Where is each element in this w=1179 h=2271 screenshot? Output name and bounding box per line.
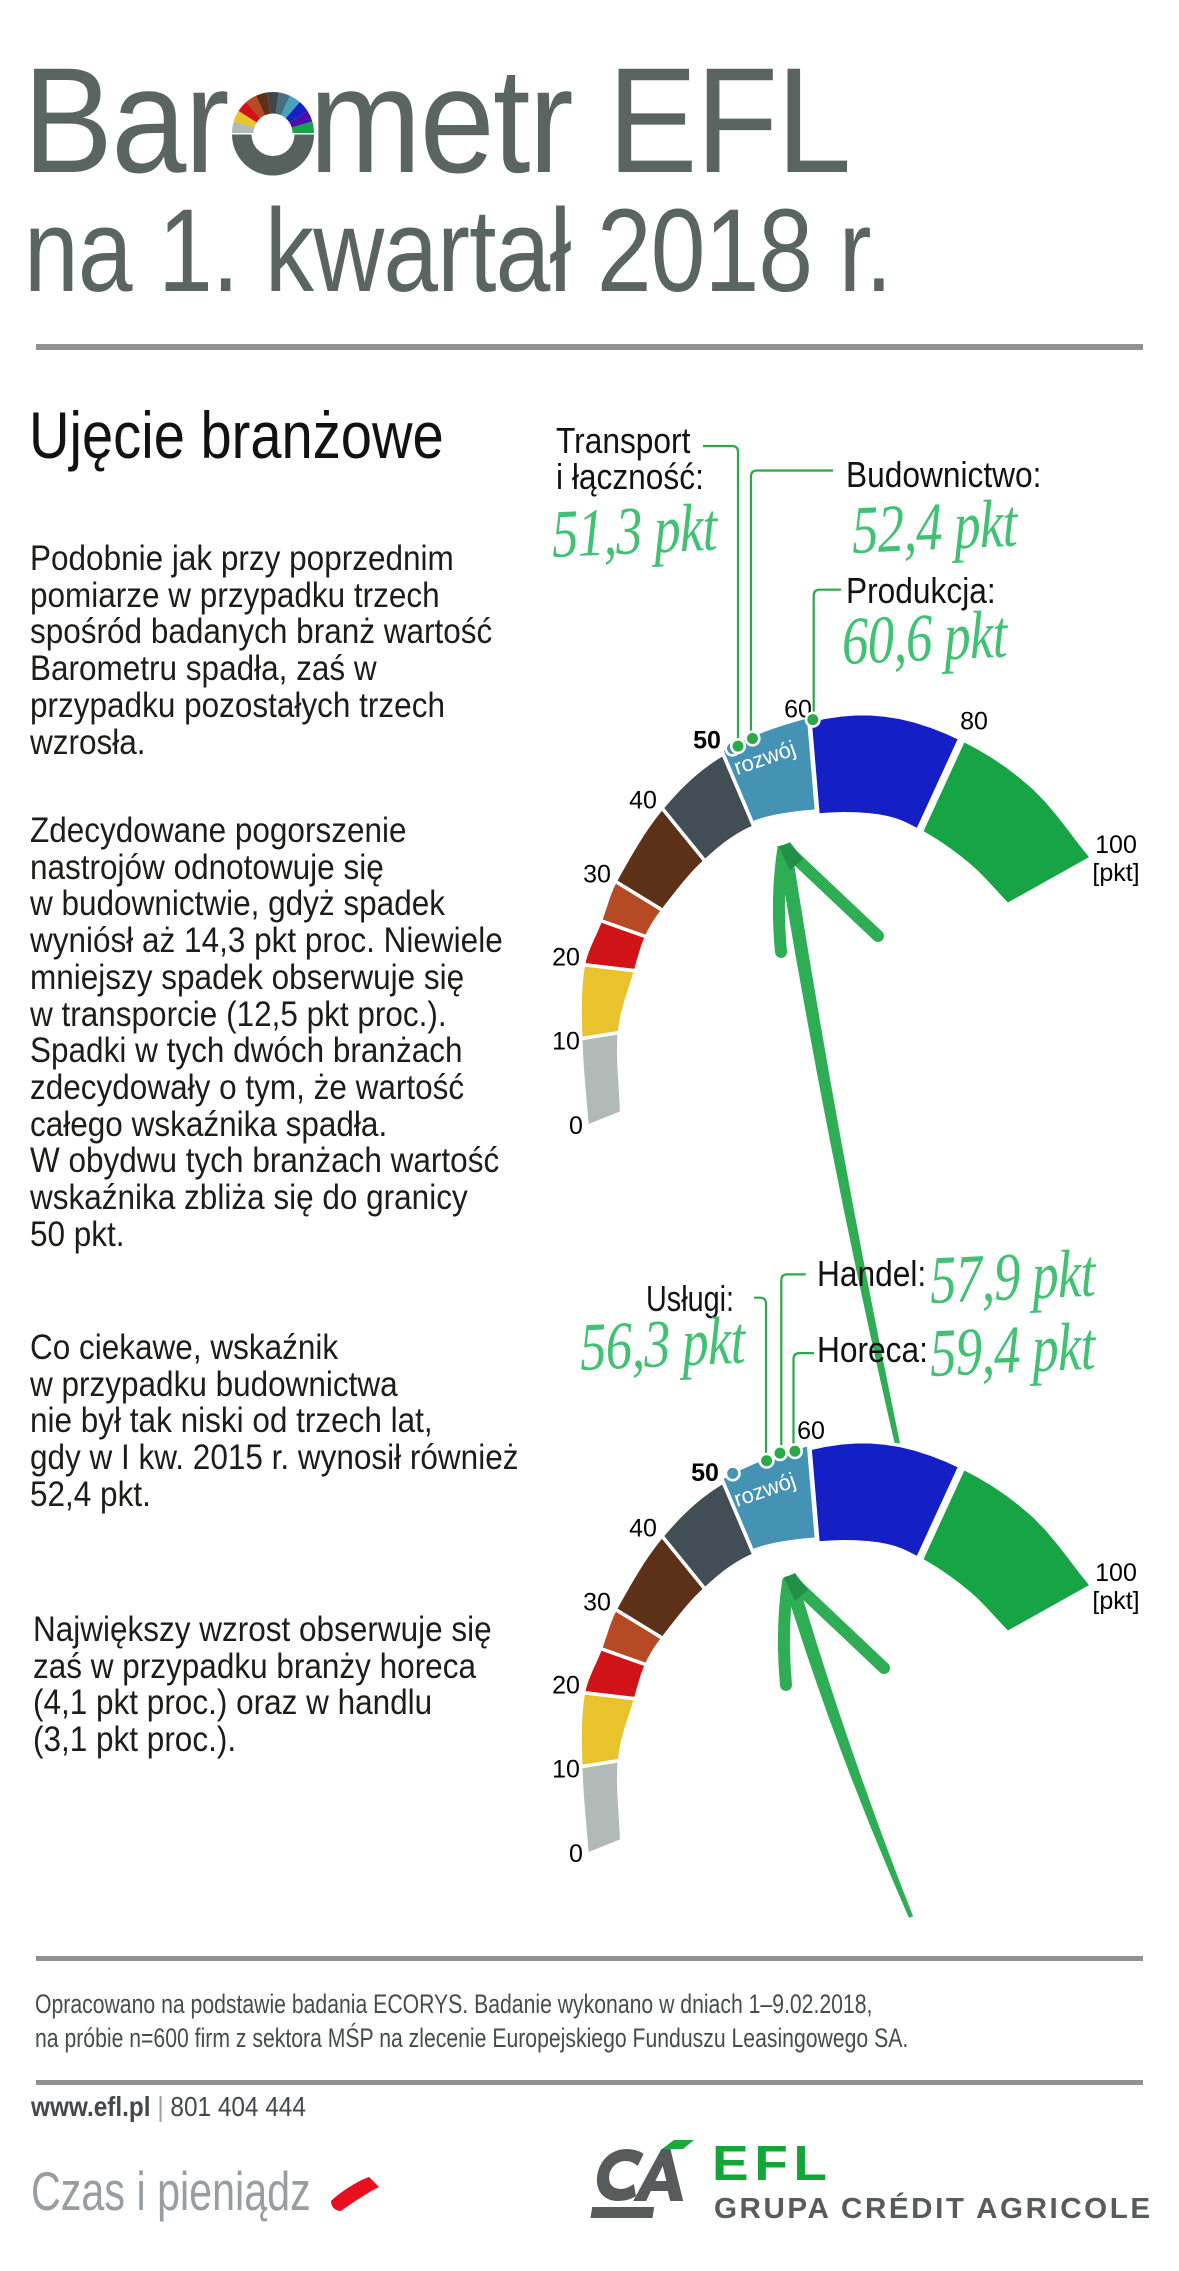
svg-text:40: 40 <box>629 787 657 815</box>
svg-text:30: 30 <box>583 1589 611 1617</box>
svg-text:[pkt]: [pkt] <box>1092 1587 1139 1615</box>
svg-text:100: 100 <box>1095 1559 1137 1587</box>
svg-text:[pkt]: [pkt] <box>1092 859 1139 887</box>
svg-text:50: 50 <box>693 727 721 755</box>
svg-text:20: 20 <box>552 944 580 972</box>
svg-text:40: 40 <box>629 1515 657 1543</box>
svg-text:0: 0 <box>569 1840 583 1868</box>
svg-text:60: 60 <box>797 1417 825 1445</box>
svg-text:10: 10 <box>552 1756 580 1784</box>
svg-text:10: 10 <box>552 1028 580 1056</box>
svg-text:100: 100 <box>1095 831 1137 859</box>
svg-text:50: 50 <box>691 1459 719 1487</box>
svg-text:80: 80 <box>960 708 988 736</box>
svg-text:30: 30 <box>583 861 611 889</box>
svg-text:0: 0 <box>569 1112 583 1140</box>
svg-text:20: 20 <box>552 1672 580 1700</box>
